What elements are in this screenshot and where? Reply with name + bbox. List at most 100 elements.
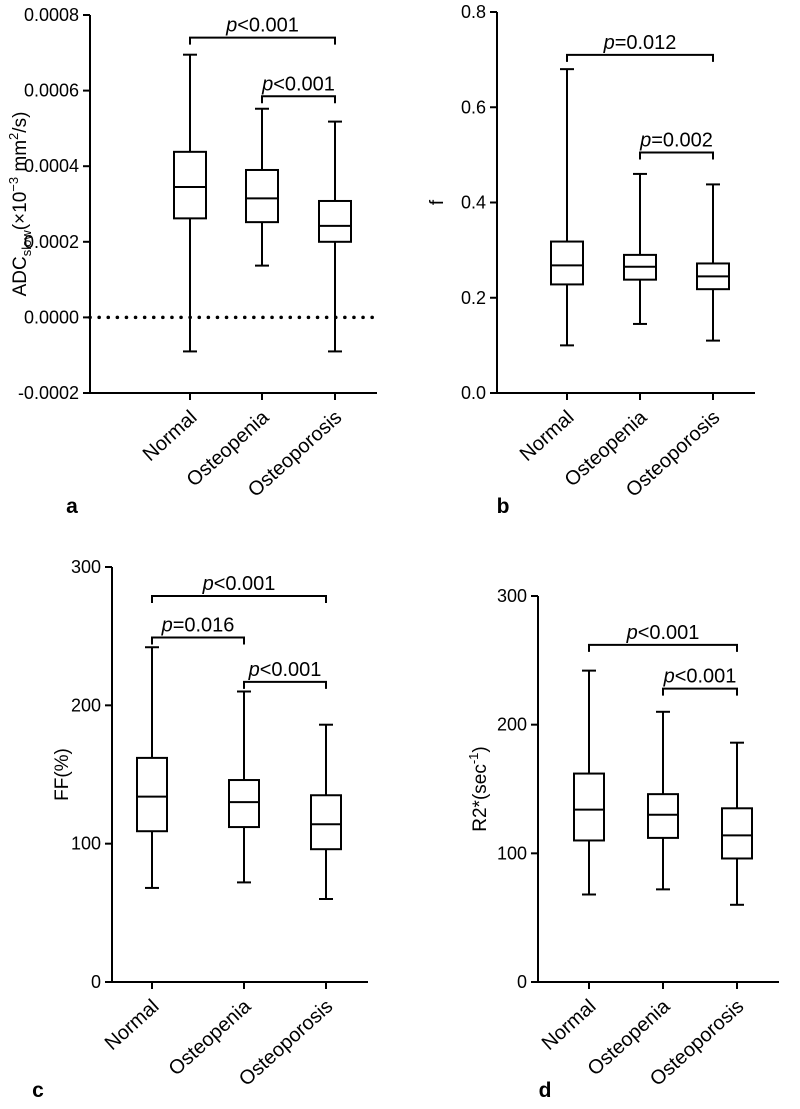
y-label-close: /s) [10, 112, 31, 133]
p-value-label: p<0.001 [261, 73, 335, 95]
y-tick-label: 0 [517, 972, 527, 992]
p-value-label: p<0.001 [248, 659, 322, 681]
y-label-unit-exp: 2 [6, 133, 21, 140]
y-label-unit: mm [10, 140, 31, 177]
significance-bracket: p=0.012 [566, 32, 714, 62]
panel-b: 0.00.20.40.60.8NormalOsteopeniaOsteoporo… [427, 2, 755, 518]
y-label-main: f [427, 199, 448, 205]
y-tick-label: 0.0002 [24, 232, 79, 252]
p-value: <0.001 [237, 15, 299, 37]
bracket-line [151, 636, 245, 645]
y-tick-label: 0.0006 [24, 81, 79, 101]
y-axis-label: R2*(sec-1) [466, 746, 491, 831]
iqr-box [310, 794, 342, 851]
p-symbol: p [161, 615, 173, 637]
p-symbol: p [248, 659, 260, 681]
y-label-main: ADC [10, 256, 31, 296]
p-symbol: p [202, 573, 214, 595]
y-tick-label: 200 [71, 695, 101, 715]
panel-d: 0100200300NormalOsteopeniaOsteoporosisp<… [466, 586, 779, 1102]
category-label: Normal [139, 406, 202, 465]
panel-letter: a [66, 495, 78, 518]
bracket-line [588, 643, 738, 652]
iqr-box [228, 779, 260, 829]
significance-bracket: p<0.001 [151, 573, 327, 604]
iqr-box [647, 793, 679, 839]
bracket-line [566, 53, 714, 62]
category-label: Normal [101, 995, 164, 1054]
y-tick-label: 0.6 [461, 97, 486, 117]
bracket-line [189, 36, 336, 45]
significance-bracket: p<0.001 [261, 73, 336, 104]
significance-bracket: p=0.016 [151, 615, 245, 645]
p-value: =0.002 [651, 129, 713, 151]
y-tick-label: 0.2 [461, 288, 486, 308]
iqr-box [245, 168, 279, 224]
y-label-open: (×10 [10, 192, 31, 231]
y-tick-label: 300 [497, 586, 527, 606]
y-tick-label: 300 [71, 557, 101, 577]
iqr-box [318, 199, 352, 243]
p-value: <0.001 [675, 666, 737, 688]
p-value-label: p=0.016 [161, 615, 235, 637]
y-label-exp: -1 [466, 753, 481, 765]
y-tick-label: -0.0002 [18, 383, 79, 403]
bracket-line [639, 151, 714, 160]
p-value-label: p=0.012 [603, 32, 677, 54]
y-label-sub: slow [19, 230, 34, 257]
category-label: Normal [538, 995, 601, 1054]
box-osteoporosis [721, 741, 753, 906]
p-symbol: p [225, 15, 237, 37]
p-symbol: p [261, 73, 273, 95]
bracket-line [243, 680, 327, 689]
p-value-label: p<0.001 [663, 666, 737, 688]
box-normal [173, 53, 207, 353]
y-tick-label: 100 [497, 843, 527, 863]
category-label: Normal [516, 406, 579, 465]
y-tick-label: 0.8 [461, 2, 486, 22]
significance-bracket: p<0.001 [662, 666, 738, 696]
box-osteopenia [623, 172, 657, 325]
p-value: <0.001 [273, 73, 335, 95]
significance-bracket: p<0.001 [189, 15, 336, 45]
y-axis-label: f [427, 199, 448, 205]
p-symbol: p [663, 666, 675, 688]
p-symbol: p [626, 622, 638, 644]
p-value: <0.001 [638, 622, 700, 644]
y-axis-label: FF(%) [52, 748, 73, 801]
p-value: <0.001 [214, 573, 276, 595]
panel-letter: c [32, 1079, 44, 1102]
box-osteopenia [228, 690, 260, 884]
box-normal [136, 646, 168, 889]
panel-letter: b [497, 495, 510, 518]
iqr-box [573, 772, 605, 842]
p-value-label: p<0.001 [225, 15, 299, 37]
significance-bracket: p<0.001 [243, 659, 327, 689]
significance-bracket: p=0.002 [639, 129, 714, 160]
box-osteoporosis [318, 120, 352, 353]
panel-a: -0.0002 0.0000 0.0002 0.0004 0.0006 0.0008 Nor… [6, 5, 379, 518]
p-value: <0.001 [260, 659, 322, 681]
y-tick-label: 0 [91, 972, 101, 992]
y-label-main: R2*(sec [470, 764, 491, 832]
p-value-label: p<0.001 [202, 573, 276, 595]
y-tick-label: 0.0004 [24, 156, 79, 176]
significance-bracket: p<0.001 [588, 622, 738, 652]
y-axis-label: ADCslow(×10−3 mm2/s) [6, 112, 34, 297]
y-tick-label: 0.4 [461, 193, 486, 213]
p-value-label: p<0.001 [626, 622, 700, 644]
y-tick-label: 0.0 [461, 383, 486, 403]
iqr-box [721, 807, 753, 860]
iqr-box [173, 150, 207, 220]
box-osteoporosis [310, 723, 342, 900]
y-tick-label: 0.0008 [24, 5, 79, 25]
y-label-exp: −3 [6, 177, 21, 192]
box-normal [573, 669, 605, 896]
p-value-label: p=0.002 [639, 129, 713, 151]
bracket-line [261, 95, 336, 104]
box-osteoporosis [696, 183, 730, 342]
p-value: =0.012 [615, 32, 677, 54]
iqr-box [136, 756, 168, 833]
